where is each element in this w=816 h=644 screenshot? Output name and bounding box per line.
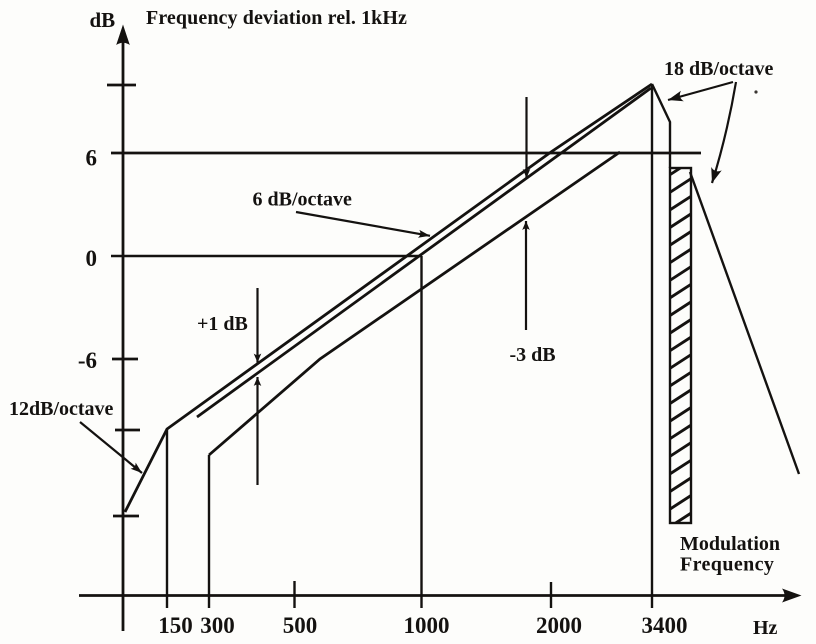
svg-text:dB: dB (90, 8, 116, 32)
svg-text:Hz: Hz (753, 617, 778, 639)
svg-text:+1 dB: +1 dB (197, 313, 248, 335)
svg-text:2000: 2000 (536, 613, 582, 638)
svg-text:-6: -6 (78, 348, 97, 373)
svg-text:Modulation: Modulation (680, 533, 780, 555)
svg-text:-3 dB: -3 dB (510, 344, 556, 366)
svg-text:6: 6 (86, 146, 98, 171)
svg-text:0: 0 (86, 246, 98, 271)
svg-text:500: 500 (283, 613, 318, 638)
svg-text:Frequency deviation rel. 1kHz: Frequency deviation rel. 1kHz (146, 7, 407, 29)
svg-text:12dB/octave: 12dB/octave (9, 398, 114, 420)
svg-text:Frequency: Frequency (680, 554, 774, 576)
svg-text:300: 300 (200, 613, 235, 638)
svg-text:18 dB/octave: 18 dB/octave (664, 58, 774, 80)
svg-text:1000: 1000 (404, 613, 450, 638)
svg-text:6 dB/octave: 6 dB/octave (253, 189, 353, 211)
svg-text:3400: 3400 (642, 613, 688, 638)
svg-text:150: 150 (158, 613, 193, 638)
